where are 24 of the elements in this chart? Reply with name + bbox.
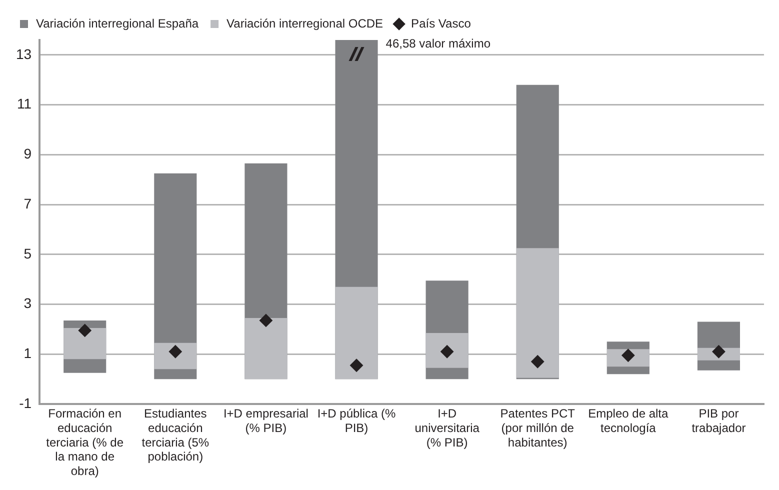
- y-tick-label: 9: [24, 146, 32, 162]
- point: [350, 358, 364, 372]
- x-tick-label: Empleo de alta tecnología: [588, 406, 669, 435]
- x-tick-label: I+D pública (% PIB): [317, 406, 396, 435]
- x-tick-label: Patentes PCT (por millón de habitantes): [500, 406, 576, 450]
- x-tick-label: I+D universitaria (% PIB): [414, 406, 480, 450]
- y-tick-label: 13: [16, 46, 32, 62]
- x-tick-label: Estudiantes educación terciaria (5% población): [142, 406, 210, 464]
- legend-label: País Vasco: [411, 16, 472, 30]
- y-tick-label: 1: [24, 344, 32, 361]
- point: [531, 355, 544, 368]
- y-tick-label: 7: [24, 195, 32, 212]
- x-tick-label: PIB por trabajador: [692, 406, 746, 435]
- y-tick-label: -1: [19, 394, 32, 411]
- annotation: 46,58 valor máximo: [386, 36, 491, 50]
- y-tick-label: 5: [24, 245, 32, 262]
- legend-label: Variación interregional España: [36, 16, 199, 30]
- point: [78, 324, 92, 337]
- point: [259, 314, 272, 327]
- y-tick-label: 3: [24, 295, 32, 312]
- x-tick-label: Formación en educación terciaria (% de la mano de obra): [46, 406, 124, 478]
- y-tick-label: 11: [17, 96, 32, 112]
- x-tick-label: I+D empresarial (% PIB): [223, 406, 308, 435]
- legend-label: Variación interregional OCDE: [226, 16, 384, 30]
